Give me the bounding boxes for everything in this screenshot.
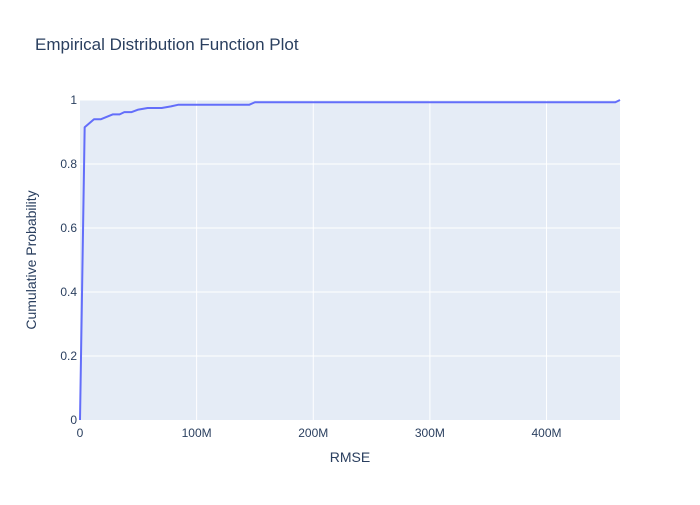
y-tick-label: 0 — [70, 413, 77, 427]
x-axis-title: RMSE — [330, 449, 370, 465]
x-tick-label: 300M — [415, 426, 445, 440]
x-tick-label: 200M — [298, 426, 328, 440]
x-tick-label: 100M — [182, 426, 212, 440]
chart-title: Empirical Distribution Function Plot — [35, 35, 299, 54]
x-axis-ticks: 0 100M 200M 300M 400M — [77, 426, 562, 440]
x-tick-label: 400M — [532, 426, 562, 440]
y-tick-label: 0.2 — [60, 349, 77, 363]
y-tick-label: 1 — [70, 93, 77, 107]
ecdf-series-line — [79, 99, 621, 421]
y-tick-label: 0.6 — [60, 221, 77, 235]
x-tick-label: 0 — [77, 426, 84, 440]
grid-lines — [80, 99, 620, 420]
y-tick-label: 0.8 — [60, 157, 77, 171]
series-layer — [79, 99, 621, 421]
y-axis-ticks: 0 0.2 0.4 0.6 0.8 1 — [60, 93, 77, 427]
y-axis-title: Cumulative Probability — [23, 190, 39, 329]
y-tick-label: 0.4 — [60, 285, 77, 299]
plot-area — [80, 100, 620, 420]
